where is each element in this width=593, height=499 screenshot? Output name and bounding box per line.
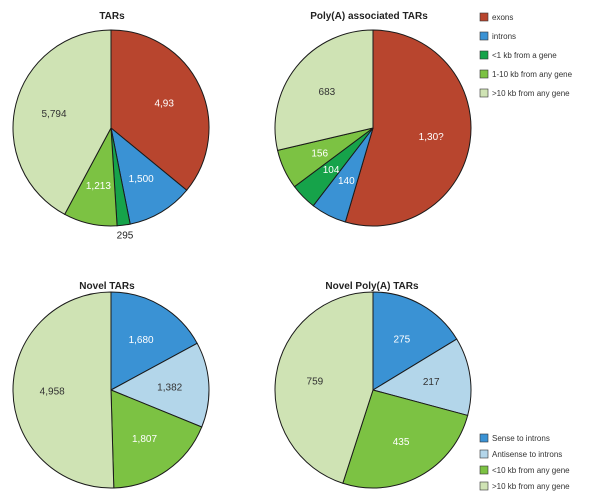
legend-label: <10 kb from any gene — [492, 466, 570, 475]
slice-label: 1,807 — [132, 434, 157, 445]
slice-label: 1,500 — [129, 174, 154, 185]
legend-label: 1-10 kb from any gene — [492, 70, 573, 79]
legend-label: >10 kb from any gene — [492, 482, 570, 491]
legend-swatch — [479, 481, 489, 491]
legend-swatch — [479, 88, 489, 98]
slices: 1,680 1,382 1,807 4,958 — [12, 291, 210, 489]
legend-top: exons introns <1 kb from a gene 1-10 kb fro… — [479, 12, 573, 98]
slice-label: 104 — [323, 165, 340, 176]
pie-slice-exons — [110, 29, 210, 191]
pie-slice-antisense-to-introns — [109, 342, 210, 428]
legend-swatch — [479, 465, 489, 475]
slice-label: 1,382 — [157, 382, 182, 393]
slices: 275 217 435 759 — [274, 291, 472, 489]
slice-label: 156 — [311, 148, 328, 159]
chart-title: TARs — [99, 11, 125, 22]
legend-swatch — [479, 69, 489, 79]
pie-slice-10-kb-from-any-gene — [12, 291, 115, 489]
legend-label: Sense to introns — [492, 434, 550, 443]
slice-label: 4,958 — [40, 386, 65, 397]
legend-swatch — [479, 449, 489, 459]
slice-label: 1,30? — [419, 132, 444, 143]
legend-label: <1 kb from a gene — [492, 51, 557, 60]
pie-chart-novel-tars: Novel TARs 1,680 1,382 1,807 4,958 — [12, 281, 210, 489]
slice-label: 1,213 — [86, 181, 111, 192]
legend-label: >10 kb from any gene — [492, 89, 570, 98]
legend-label: introns — [492, 32, 516, 41]
slice-label: 295 — [117, 231, 134, 242]
pie-chart-tars: TARs 4,93 1,500 295 1,213 5,794 — [12, 11, 210, 242]
slice-label: 435 — [393, 437, 410, 448]
pie-slice-10-kb-from-any-gene — [342, 389, 469, 489]
legend-swatch — [479, 50, 489, 60]
legend-label: Antisense to introns — [492, 450, 562, 459]
pie-slice-sense-to-introns — [110, 291, 198, 391]
slice-label: 5,794 — [41, 109, 66, 120]
slice-label: 759 — [307, 376, 324, 387]
legend-swatch — [479, 31, 489, 41]
slice-label: 140 — [338, 176, 355, 187]
legend-bottom: Sense to introns Antisense to introns <10 … — [479, 433, 570, 491]
legend-swatch — [479, 12, 489, 22]
slice-label: 217 — [423, 377, 440, 388]
slice-label: 4,93 — [154, 98, 174, 109]
pie-chart-novel-polya-tars: Novel Poly(A) TARs 275 217 435 759 — [274, 281, 472, 489]
pie-slice-10-kb-from-any-gene — [274, 291, 374, 484]
pie-slice-10-kb-from-any-gene — [12, 29, 112, 216]
pie-slice-sense-to-introns — [372, 291, 458, 391]
chart-title: Novel TARs — [79, 281, 135, 292]
slice-label: 275 — [393, 334, 410, 345]
slice-label: 1,680 — [129, 335, 154, 346]
pie-slice-10-kb-from-any-gene — [110, 389, 203, 489]
slices: 4,93 1,500 295 1,213 5,794 — [12, 29, 210, 242]
pie-slice-introns — [110, 126, 188, 225]
slice-label: 683 — [319, 87, 336, 98]
legend-swatch — [479, 433, 489, 443]
pie-slice-10-kb-from-any-gene — [274, 29, 374, 151]
chart-title: Poly(A) associated TARs — [310, 11, 428, 22]
legend-label: exons — [492, 13, 513, 22]
chart-title: Novel Poly(A) TARs — [325, 281, 419, 292]
pie-slice-exons — [344, 29, 472, 227]
